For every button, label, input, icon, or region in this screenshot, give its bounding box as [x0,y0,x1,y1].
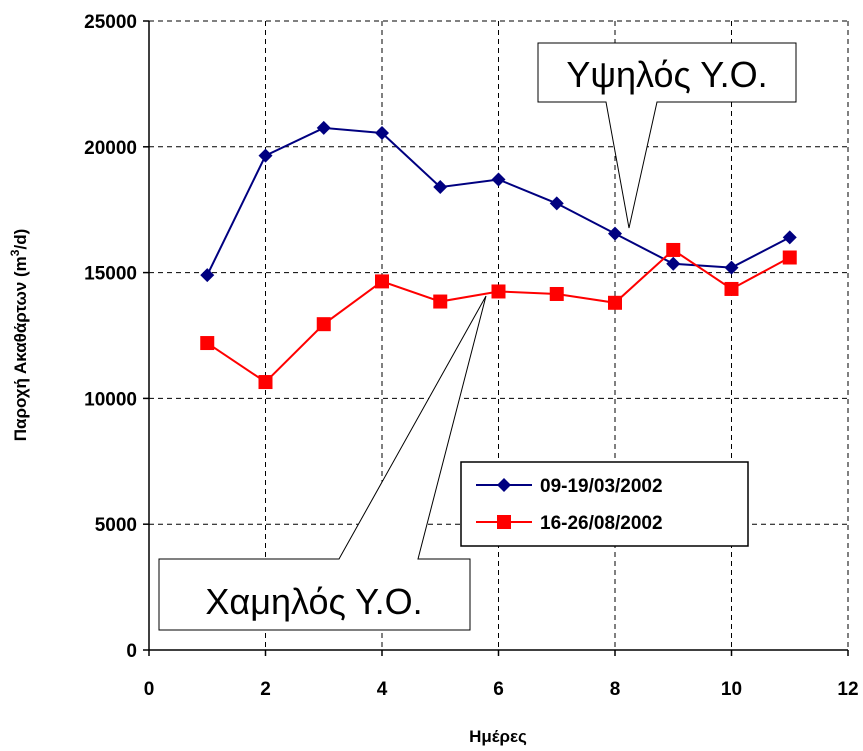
callout-high-text: Υψηλός Υ.Ο. [566,54,767,95]
x-tick-label: 10 [721,679,742,700]
series-line-1 [207,250,790,382]
x-tick-label: 6 [493,679,504,700]
callout-low-text: Χαμηλός Υ.Ο. [205,581,422,622]
y-tick-label: 20000 [84,138,137,159]
x-tick-label: 2 [260,679,271,700]
gridlines [149,21,848,650]
series-0-point [317,121,331,135]
series-1-point [783,251,797,265]
series-1-point [550,287,564,301]
y-tick-label: 15000 [84,264,137,285]
y-tick-label: 10000 [84,389,137,410]
series-0-point [608,227,622,241]
y-tick-label: 0 [126,641,137,662]
x-tick-label: 0 [144,679,155,700]
y-tick-label: 5000 [95,515,137,536]
x-axis-label: Ημέρες [469,727,527,746]
legend-label-1: 16-26/08/2002 [540,513,663,534]
x-tick-label: 8 [610,679,621,700]
series-1-point [725,282,739,296]
y-axis-label: Παροχή Ακαθάρτων (m3/d) [8,229,30,442]
series-1-point [200,336,214,350]
series-1-point [433,295,447,309]
series-1-point [375,274,389,288]
legend: 09-19/03/2002 16-26/08/2002 [461,462,748,546]
series-0-point [200,268,214,282]
y-tick-label: 25000 [84,12,137,33]
series-0-point [259,149,273,163]
series-1-point [259,375,273,389]
legend-label-0: 09-19/03/2002 [540,476,663,497]
y-axis-label-main: Παροχή Ακαθάρτων (m [11,256,30,441]
y-axis-label-end: /d) [11,229,30,250]
series-0-point [492,173,506,187]
x-tick-label: 4 [377,679,388,700]
series-1-point [608,296,622,310]
callout-high: Υψηλός Υ.Ο. [538,43,796,228]
series-1-point [492,284,506,298]
series-0-point [783,230,797,244]
x-tick-label: 12 [837,679,858,700]
series-0-point [550,196,564,210]
legend-swatch-marker-1 [497,515,511,529]
series-0-point [666,257,680,271]
series-1-point [317,317,331,331]
series-1-point [666,243,680,257]
